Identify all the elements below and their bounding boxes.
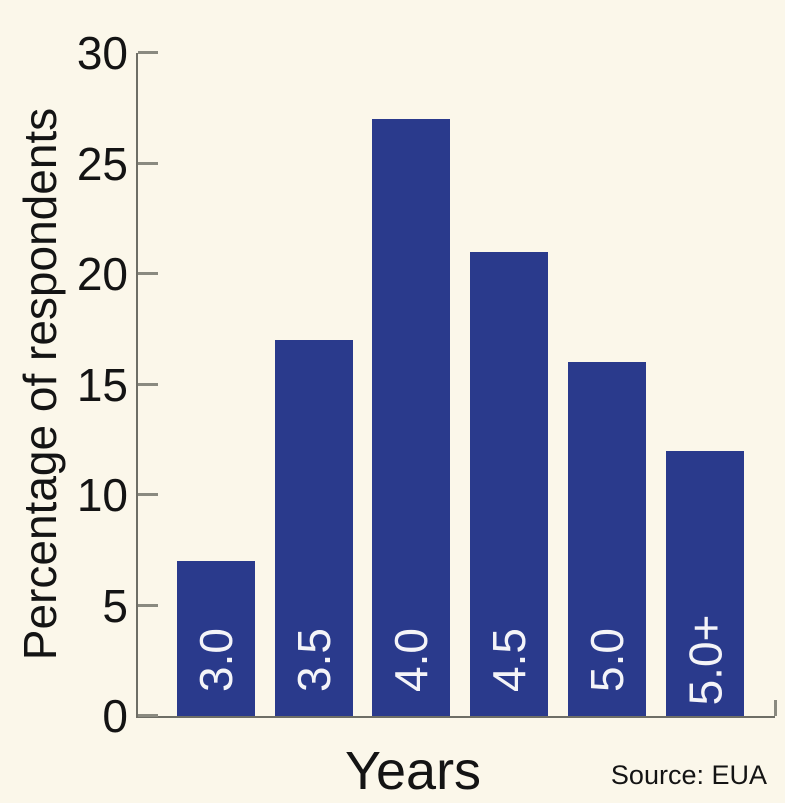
bar-4.5: 4.5 [470, 252, 548, 716]
y-axis-tick [138, 51, 158, 54]
y-axis-tick [138, 161, 158, 165]
bar-category-label: 4.5 [482, 628, 535, 692]
bar-5.0+: 5.0+ [666, 451, 744, 716]
bar-category-label: 5.0 [580, 628, 633, 692]
y-axis-tick-label: 15 [76, 358, 128, 411]
y-axis-tick-label: 10 [76, 469, 128, 521]
y-axis-tick-label: 5 [102, 579, 128, 632]
bar-3.0: 3.0 [177, 561, 255, 716]
y-axis-tick [138, 382, 158, 386]
plot-area: 3.0 3.5 4.0 4.5 5.0 5.0+ [136, 51, 777, 718]
bar-category-label: 4.0 [384, 628, 437, 692]
y-axis-tick [138, 603, 158, 607]
bar-label-zone: 4.0 [372, 604, 450, 716]
y-axis-tick-label: 0 [102, 690, 128, 742]
source-note: Source: EUA [610, 760, 767, 790]
y-axis-tick-labels: 0 5 10 15 20 25 30 [0, 30, 128, 739]
y-axis-tick [138, 714, 158, 717]
bar-3.5: 3.5 [275, 340, 353, 716]
x-axis-title: Years [344, 741, 482, 801]
y-axis-tick-label: 30 [76, 27, 128, 79]
bar-category-label: 3.5 [287, 628, 340, 692]
bar-label-zone: 3.0 [177, 604, 255, 716]
y-axis-tick-label: 20 [76, 248, 128, 300]
bar-label-zone: 4.5 [470, 604, 548, 716]
y-axis-tick [138, 272, 158, 275]
bar-label-zone: 3.5 [275, 604, 353, 716]
bar-category-label: 5.0+ [679, 614, 731, 706]
y-axis-tick-label: 25 [76, 137, 128, 190]
x-axis-end-tick [774, 700, 777, 716]
bar-label-zone: 5.0 [568, 604, 646, 716]
y-axis-tick [138, 493, 158, 496]
bar-5.0: 5.0 [568, 362, 646, 716]
bar-category-label: 3.0 [189, 628, 242, 692]
bar-label-zone: 5.0+ [666, 604, 744, 716]
bar-4.0: 4.0 [372, 119, 450, 716]
